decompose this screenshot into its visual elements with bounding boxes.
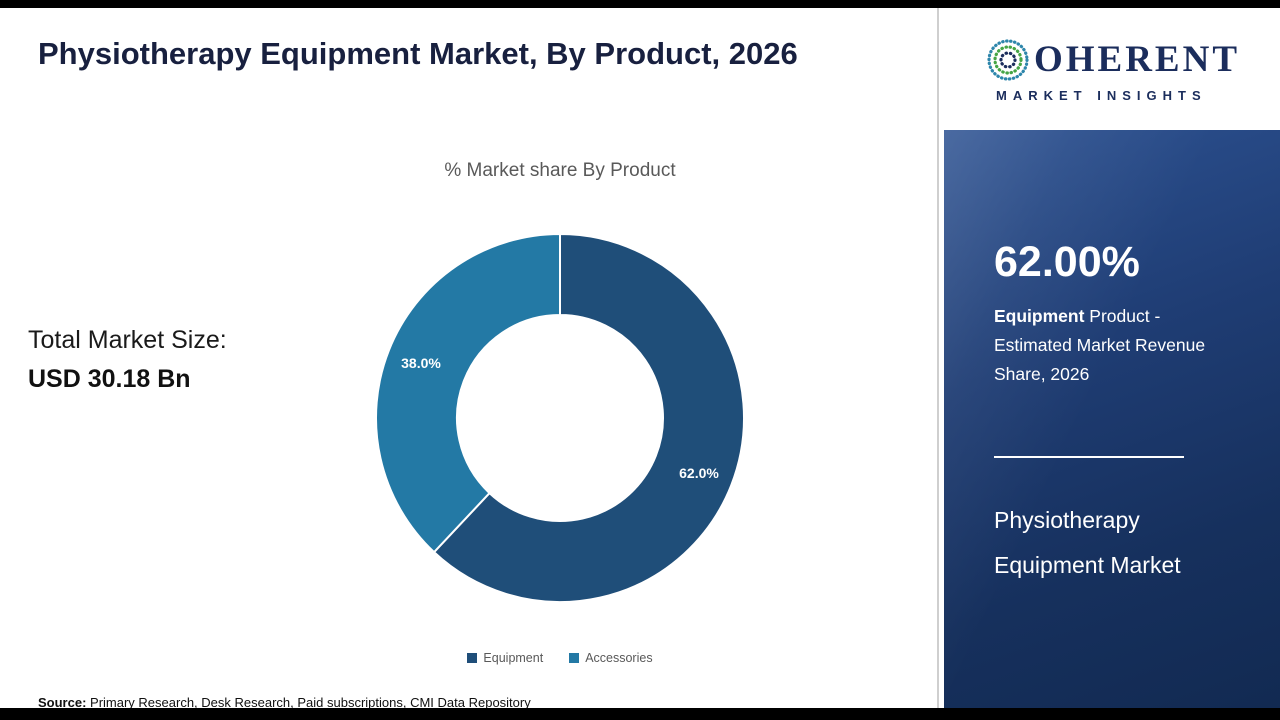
source-label: Source: <box>38 695 87 710</box>
vertical-divider <box>937 8 939 708</box>
legend-label: Accessories <box>585 651 653 665</box>
sidebar-report-title: Physiotherapy Equipment Market <box>994 507 1181 578</box>
slice-data-label: 62.0% <box>679 465 719 482</box>
donut-chart-svg <box>375 232 745 603</box>
legend-label: Equipment <box>483 651 544 665</box>
bottom-border-bar <box>0 708 1280 720</box>
legend-item-accessories: Accessories <box>569 651 653 665</box>
legend-item-equipment: Equipment <box>467 651 543 665</box>
dotted-globe-c-icon <box>984 35 1032 83</box>
main-content-area: Physiotherapy Equipment Market, By Produ… <box>0 8 936 710</box>
brand-logo: OHERENT MARKET INSIGHTS <box>944 8 1280 130</box>
brand-logo-row: OHERENT <box>984 35 1240 83</box>
brand-name-text: OHERENT <box>1033 38 1241 80</box>
legend-swatch <box>569 653 580 663</box>
chart-title: % Market share By Product <box>444 160 676 181</box>
donut-slice-equipment <box>432 232 745 603</box>
page-title: Physiotherapy Equipment Market, By Produ… <box>38 36 798 71</box>
slice-data-label: 38.0% <box>401 354 441 371</box>
brand-tagline: MARKET INSIGHTS <box>996 88 1207 103</box>
sidebar-divider-line <box>994 456 1184 458</box>
source-line: Source: Primary Research, Desk Research,… <box>38 695 531 710</box>
highlight-stat-description-rest: Product - Estimated Market Revenue Share… <box>994 306 1206 384</box>
donut-slice-accessories <box>375 232 561 554</box>
highlight-sidebar: 62.00% Equipment Product - Estimated Mar… <box>944 130 1280 708</box>
total-market-size-label: Total Market Size: <box>28 326 227 354</box>
legend-swatch <box>467 653 478 663</box>
highlight-stat-value: 62.00% <box>994 238 1140 286</box>
top-border-bar <box>0 0 1280 8</box>
total-market-size-block: Total Market Size: USD 30.18 Bn <box>28 326 227 394</box>
chart-legend: Equipment Accessories <box>300 651 820 665</box>
highlight-stat-description: Equipment Product - Estimated Market Rev… <box>994 302 1216 389</box>
total-market-size-value: USD 30.18 Bn <box>28 365 191 393</box>
donut-chart: 62.0% 38.0% <box>375 232 745 603</box>
source-text: Primary Research, Desk Research, Paid su… <box>86 695 531 710</box>
highlight-stat-description-bold: Equipment <box>994 306 1085 326</box>
